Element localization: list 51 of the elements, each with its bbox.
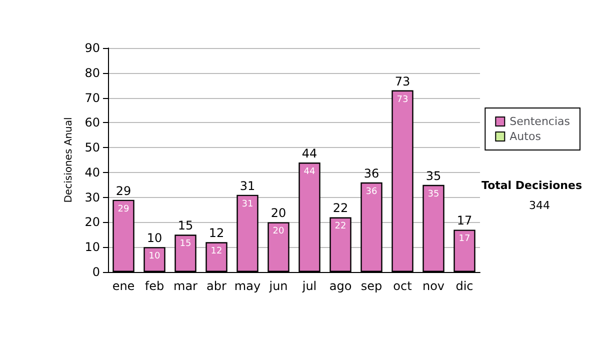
data-label: 44 [304,166,316,177]
data-label: 12 [210,246,222,257]
x-tick-label: dic [456,279,474,293]
total-label: 10 [146,231,162,246]
text: Total Decisiones [482,179,582,192]
data-label: 20 [272,226,284,237]
y-tick-label: 0 [92,265,100,279]
total-label: 35 [426,168,442,183]
data-label: 22 [334,222,346,232]
data-label: 17 [458,234,470,244]
y-tick-label: 60 [84,116,100,130]
total-label: 22 [332,201,348,216]
total-label: 44 [302,146,318,160]
y-tick-label: 20 [84,215,100,230]
y-tick-label: 10 [84,240,100,254]
data-label: 29 [118,204,130,214]
total-label: 73 [394,74,410,88]
data-label: 36 [366,186,378,197]
y-tick-label: 70 [84,90,100,105]
y-tick-label: 90 [84,41,100,55]
data-label: 35 [428,189,440,200]
text: 344 [529,199,550,212]
data-label: 31 [242,199,254,210]
total-label: 12 [208,226,224,240]
total-label: 29 [116,184,132,198]
x-tick-label: oct [393,279,412,293]
x-tick-label: abr [206,279,227,293]
y-tick-label: 80 [84,66,100,80]
total-label: 31 [240,178,256,193]
legend-label: Autos [510,130,542,143]
y-axis-title: Decisiones Anual [63,117,74,203]
total-label: 15 [178,218,194,233]
x-tick-label: sep [360,279,382,293]
y-tick-label: 40 [84,165,100,180]
data-label: 10 [148,252,160,262]
x-tick-label: ago [329,279,352,293]
data-label: 15 [180,239,192,250]
x-tick-label: ene [112,279,135,293]
x-tick-label: feb [144,279,164,293]
x-tick-label: nov [422,279,445,293]
total-label: 17 [456,214,472,228]
total-label: 20 [270,206,286,220]
x-tick-label: mar [174,279,198,293]
y-tick-label: 30 [84,190,100,204]
data-label: 73 [396,94,408,105]
legend-label: Sentencias [510,115,570,128]
x-tick-label: may [234,279,261,293]
x-tick-label: jun [268,279,288,293]
total-label: 36 [364,166,380,180]
x-tick-label: jul [301,279,317,293]
y-tick-label: 50 [84,140,100,155]
